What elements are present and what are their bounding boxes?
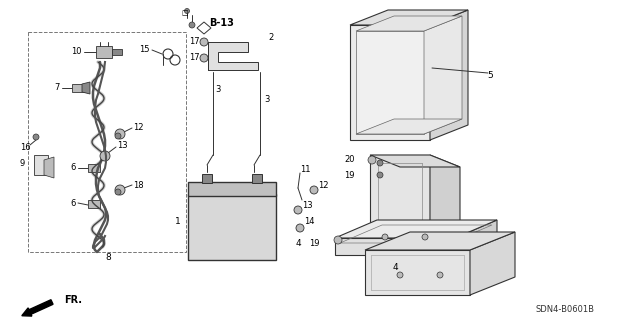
Circle shape <box>382 234 388 240</box>
Polygon shape <box>470 232 515 295</box>
Polygon shape <box>430 155 460 247</box>
Text: 1: 1 <box>175 217 181 226</box>
Circle shape <box>296 224 304 232</box>
Polygon shape <box>356 31 424 134</box>
Text: 13: 13 <box>302 202 312 211</box>
Circle shape <box>115 189 121 195</box>
Circle shape <box>368 156 376 164</box>
Polygon shape <box>370 155 460 167</box>
Text: B-13: B-13 <box>209 18 234 28</box>
Circle shape <box>189 22 195 28</box>
Polygon shape <box>356 119 462 134</box>
Polygon shape <box>370 155 430 235</box>
Polygon shape <box>112 49 122 55</box>
Polygon shape <box>455 220 497 255</box>
Text: 17: 17 <box>189 54 200 63</box>
Circle shape <box>377 172 383 178</box>
Text: 11: 11 <box>300 166 310 174</box>
Polygon shape <box>356 16 462 31</box>
Circle shape <box>200 38 208 46</box>
Text: 8: 8 <box>105 254 111 263</box>
Text: SDN4-B0601B: SDN4-B0601B <box>536 306 595 315</box>
Text: 4: 4 <box>392 263 398 271</box>
Text: 14: 14 <box>304 218 314 226</box>
Text: 3: 3 <box>215 85 220 94</box>
Polygon shape <box>335 220 497 238</box>
Text: 6: 6 <box>70 198 76 207</box>
Text: 16: 16 <box>20 144 31 152</box>
Text: 18: 18 <box>133 181 143 189</box>
Polygon shape <box>350 25 430 140</box>
Polygon shape <box>88 164 100 172</box>
Text: 10: 10 <box>72 48 82 56</box>
Circle shape <box>100 151 110 161</box>
Text: 6: 6 <box>70 164 76 173</box>
Text: 13: 13 <box>117 140 127 150</box>
Text: 5: 5 <box>487 70 493 79</box>
Polygon shape <box>197 22 211 34</box>
Text: 9: 9 <box>20 159 25 167</box>
Polygon shape <box>44 157 54 178</box>
Circle shape <box>310 186 318 194</box>
Circle shape <box>422 234 428 240</box>
Polygon shape <box>96 46 112 58</box>
Polygon shape <box>424 16 462 134</box>
Text: 2: 2 <box>268 33 273 42</box>
Text: 17: 17 <box>189 38 200 47</box>
Bar <box>202 174 212 183</box>
Polygon shape <box>335 238 455 255</box>
Text: 3: 3 <box>264 95 269 105</box>
Circle shape <box>294 206 302 214</box>
Circle shape <box>377 160 383 166</box>
Text: 12: 12 <box>133 123 143 132</box>
Polygon shape <box>72 84 88 92</box>
Text: 20: 20 <box>344 155 355 165</box>
Circle shape <box>33 134 39 140</box>
Text: 12: 12 <box>318 182 328 190</box>
FancyArrow shape <box>22 300 53 316</box>
Polygon shape <box>34 155 48 175</box>
Circle shape <box>115 133 121 139</box>
Bar <box>188 194 276 260</box>
Text: 15: 15 <box>140 46 150 55</box>
Circle shape <box>334 236 342 244</box>
Polygon shape <box>82 82 90 94</box>
Polygon shape <box>365 232 515 250</box>
Polygon shape <box>350 10 468 25</box>
Text: 19: 19 <box>310 239 320 248</box>
Polygon shape <box>365 250 470 295</box>
Polygon shape <box>208 42 258 70</box>
Polygon shape <box>88 200 100 208</box>
Circle shape <box>200 54 208 62</box>
Circle shape <box>184 9 189 13</box>
Bar <box>252 174 262 183</box>
Text: □: □ <box>182 10 188 16</box>
Circle shape <box>397 272 403 278</box>
Bar <box>28 32 186 252</box>
Circle shape <box>115 185 125 195</box>
Circle shape <box>437 272 443 278</box>
Polygon shape <box>430 10 468 140</box>
Text: 4: 4 <box>295 240 301 249</box>
Text: 7: 7 <box>54 84 60 93</box>
Circle shape <box>115 129 125 139</box>
Text: FR.: FR. <box>64 295 82 305</box>
Bar <box>188 182 276 196</box>
Text: 19: 19 <box>344 170 355 180</box>
